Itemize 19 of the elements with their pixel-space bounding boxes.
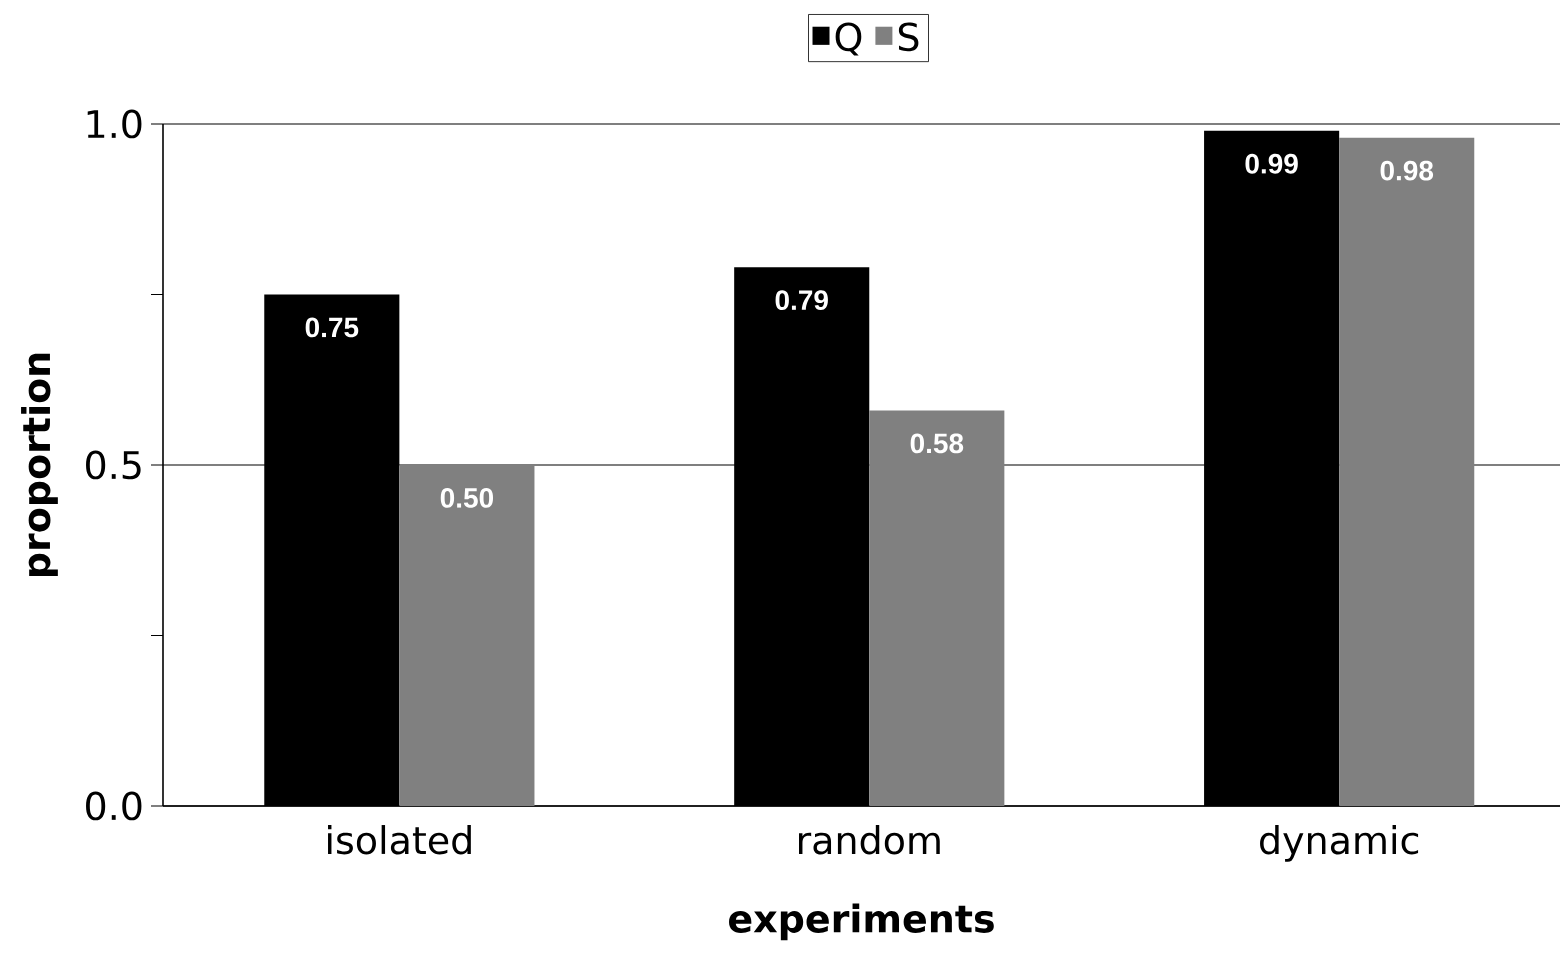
x-tick-label: random <box>799 825 940 855</box>
y-tick-label: 0.5 <box>86 450 141 480</box>
bar <box>399 465 535 806</box>
data-label: 0.50 <box>440 488 494 508</box>
y-tick-label: 0.0 <box>86 791 142 821</box>
legend-label: Q <box>835 22 862 56</box>
legend-label: S <box>898 22 919 52</box>
data-label: 0.58 <box>910 433 964 454</box>
y-axis-title: proportion <box>21 353 58 577</box>
bar <box>869 410 1005 806</box>
x-tick-label: isolated <box>328 825 471 855</box>
y-tick-label: 1.0 <box>87 109 142 139</box>
data-label: 0.75 <box>305 317 359 338</box>
data-label: 0.99 <box>1245 153 1298 174</box>
data-label: 0.98 <box>1380 160 1434 181</box>
data-label: 0.79 <box>775 290 828 311</box>
bar <box>1339 137 1475 806</box>
x-tick-label: dynamic <box>1260 825 1419 862</box>
x-axis-title: experiments <box>729 903 994 941</box>
